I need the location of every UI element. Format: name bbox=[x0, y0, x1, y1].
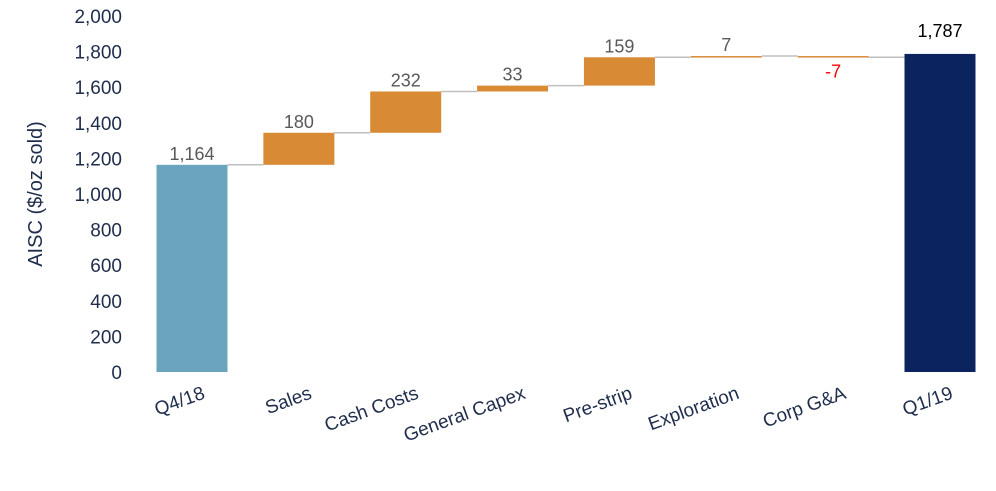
data-label: 33 bbox=[503, 65, 523, 85]
y-tick-label: 1,200 bbox=[74, 149, 122, 170]
data-label: -7 bbox=[825, 61, 841, 81]
data-label: 159 bbox=[604, 36, 634, 56]
x-tick-label: Exploration bbox=[645, 383, 742, 435]
connector-lines bbox=[227, 55, 905, 166]
bar-q4-18 bbox=[156, 164, 228, 372]
bar-sales bbox=[263, 132, 335, 165]
y-axis-title: AISC ($/oz sold) bbox=[25, 121, 47, 267]
y-tick-label: 2,000 bbox=[74, 7, 122, 28]
bar-corp-g-a bbox=[797, 56, 869, 58]
x-tick-label: Sales bbox=[263, 383, 315, 419]
bar-exploration bbox=[690, 56, 762, 58]
y-tick-label: 1,600 bbox=[74, 78, 122, 99]
y-tick-label: 1,000 bbox=[74, 185, 122, 206]
x-tick-label: Q4/18 bbox=[152, 383, 208, 420]
bar-pre-strip bbox=[583, 57, 655, 86]
y-tick-label: 1,400 bbox=[74, 114, 122, 135]
y-tick-label: 200 bbox=[90, 327, 122, 348]
data-label: 1,787 bbox=[917, 21, 962, 41]
y-tick-label: 1,800 bbox=[74, 43, 122, 64]
x-tick-label: General Capex bbox=[401, 383, 529, 447]
x-tick-label: Corp G&A bbox=[760, 383, 849, 432]
y-tick-label: 0 bbox=[111, 363, 122, 384]
bar-general-capex bbox=[477, 85, 549, 92]
y-tick-label: 800 bbox=[90, 221, 122, 242]
bar-cash-costs bbox=[370, 91, 442, 133]
data-label: 1,164 bbox=[169, 144, 214, 164]
x-tick-label: Q1/19 bbox=[900, 383, 956, 420]
bar-q1-19 bbox=[904, 53, 976, 372]
data-labels: 1,164 180 232 33 159 7 -7 1,787 bbox=[169, 21, 962, 164]
y-tick-label: 600 bbox=[90, 256, 122, 277]
y-axis-ticks: 0 200 400 600 800 1,000 1,200 1,400 1,600 1,800 2,… bbox=[74, 7, 122, 384]
bars bbox=[156, 53, 976, 372]
x-tick-label: Pre-strip bbox=[560, 383, 635, 427]
data-label: 232 bbox=[391, 70, 421, 90]
data-label: 180 bbox=[284, 112, 314, 132]
y-tick-label: 400 bbox=[90, 292, 122, 313]
data-label: 7 bbox=[721, 35, 731, 55]
